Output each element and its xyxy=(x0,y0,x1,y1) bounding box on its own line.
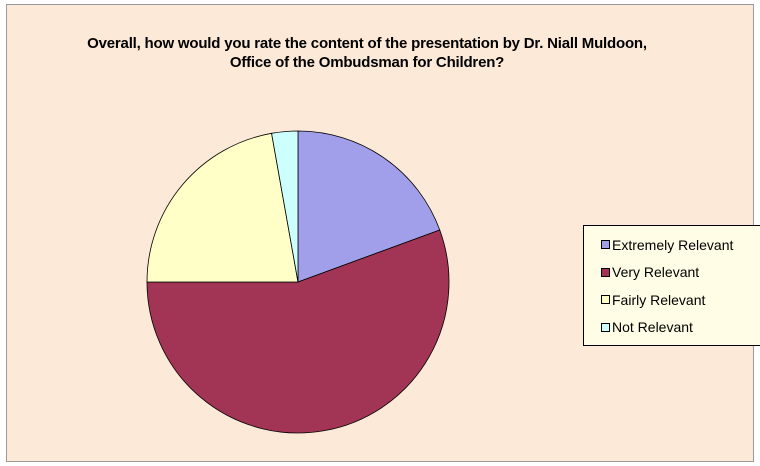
chart-area: Overall, how would you rate the content … xyxy=(6,4,760,462)
legend-swatch xyxy=(601,240,610,250)
legend-swatch xyxy=(601,322,610,332)
legend-label: Very Relevant xyxy=(612,264,700,281)
legend-item-extremely-relevant: Extremely Relevant xyxy=(584,231,760,259)
legend: Extremely Relevant Very Relevant Fairly Re… xyxy=(583,225,760,346)
pie-chart xyxy=(146,130,450,434)
pie-slice-not-relevant xyxy=(271,130,299,283)
pie-slice-very-relevant xyxy=(146,229,450,434)
legend-label: Extremely Relevant xyxy=(612,236,734,253)
legend-item-very-relevant: Very Relevant xyxy=(584,259,760,287)
chart-title: Overall, how would you rate the content … xyxy=(87,35,647,71)
legend-swatch xyxy=(601,295,610,305)
pie-slice-extremely-relevant xyxy=(297,130,441,283)
legend-item-not-relevant: Not Relevant xyxy=(584,314,760,342)
legend-label: Not Relevant xyxy=(612,319,693,336)
legend-label: Fairly Relevant xyxy=(612,291,706,308)
pie-slice-fairly-relevant xyxy=(146,132,299,283)
legend-swatch xyxy=(601,267,610,277)
legend-item-fairly-relevant: Fairly Relevant xyxy=(584,286,760,314)
